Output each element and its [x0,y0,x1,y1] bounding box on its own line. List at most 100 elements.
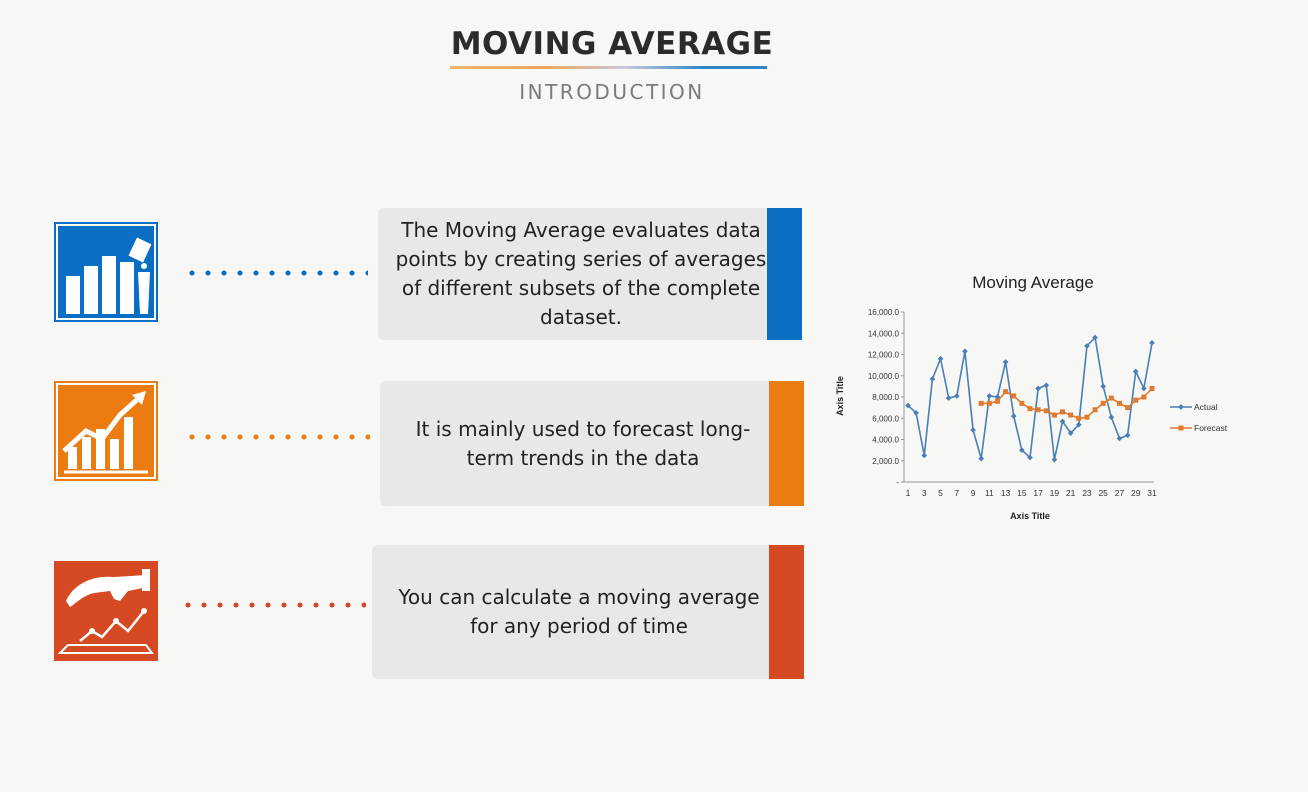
actual-point [1027,454,1033,461]
y-tick-label: 2,000.0 [872,457,899,466]
actual-point [978,455,985,462]
y-tick-label: - [896,478,899,487]
actual-point [1124,432,1131,439]
actual-point [1010,413,1017,419]
dotted-connector-1 [184,270,368,276]
x-tick-label: 7 [954,488,959,498]
hand-line-graph-icon [54,561,158,661]
actual-point [953,393,960,399]
x-tick-label: 11 [985,488,994,498]
actual-point [1116,435,1123,442]
legend-marker [1178,404,1184,410]
forecast-point [1043,408,1049,414]
info-card-1: The Moving Average evaluates data points… [378,208,802,340]
chart-title: Moving Average [972,273,1094,292]
dotted-connector-3 [180,602,366,608]
actual-point [921,452,928,459]
forecast-point [1060,409,1066,415]
actual-point [937,355,944,362]
y-tick-label: 14,000.0 [868,329,900,338]
page-title: MOVING AVERAGE [450,26,774,62]
actual-point [1100,383,1107,390]
forecast-point [1068,412,1074,418]
series-line-forecast [981,387,1153,420]
actual-point [1035,385,1041,392]
card-accent-bar [767,208,802,340]
page-subtitle: INTRODUCTION [519,80,705,104]
actual-point [1092,334,1098,341]
x-tick-label: 27 [1115,488,1125,498]
actual-point [1141,385,1147,392]
actual-point [905,402,911,409]
x-tick-label: 5 [938,488,943,498]
x-tick-label: 23 [1082,488,1092,498]
rising-bar-chart-arrow-icon [54,381,158,481]
x-tick-label: 1 [906,488,911,498]
x-tick-label: 31 [1147,488,1157,498]
y-tick-label: 10,000.0 [868,372,900,381]
x-tick-label: 3 [922,488,927,498]
actual-point [962,348,968,355]
forecast-point [1019,400,1025,406]
forecast-point [1149,386,1155,391]
y-tick-label: 12,000.0 [868,351,900,360]
actual-point [1002,359,1009,365]
y-tick-label: 8,000.0 [872,393,899,402]
x-tick-label: 15 [1017,488,1027,498]
y-axis-title: Axis Title [835,376,845,416]
actual-point [1149,339,1155,346]
actual-point [1132,368,1139,375]
info-card-text: It is mainly used to forecast long-term … [415,416,751,470]
forecast-point [1133,397,1139,403]
card-accent-bar [769,381,804,506]
actual-point [929,376,936,382]
forecast-point [994,398,1000,404]
info-card-3: You can calculate a moving average for a… [372,545,804,679]
actual-point [970,427,976,433]
forecast-point [1116,400,1122,406]
actual-point [913,410,919,416]
forecast-point [1027,406,1033,412]
y-tick-label: 6,000.0 [872,414,899,423]
card-accent-bar [769,545,804,679]
dotted-connector-2 [184,434,370,440]
actual-point [1108,414,1115,421]
forecast-point [986,400,992,406]
title-underline [450,66,767,69]
forecast-point [1035,407,1041,413]
actual-point [1059,418,1066,425]
forecast-point [1051,412,1057,418]
x-tick-label: 19 [1050,488,1060,498]
info-card-2: It is mainly used to forecast long-term … [380,381,804,506]
forecast-point [1125,405,1131,411]
x-tick-label: 29 [1131,488,1141,498]
forecast-point [1100,400,1106,406]
x-tick-label: 9 [971,488,976,498]
x-tick-label: 25 [1098,488,1108,498]
legend-label: Actual [1194,402,1218,412]
info-card-text: You can calculate a moving average for a… [398,585,760,638]
y-tick-label: 4,000.0 [872,436,899,445]
x-tick-label: 13 [1001,488,1011,498]
forecast-point [1003,389,1009,395]
forecast-point [1092,407,1098,413]
actual-point [945,395,952,401]
y-tick-label: 16,000.0 [868,308,900,317]
forecast-point [1084,414,1090,420]
actual-point [1043,382,1050,389]
info-card-text: The Moving Average evaluates data points… [395,218,767,329]
actual-point [1019,447,1025,453]
actual-point [986,393,993,399]
x-tick-label: 17 [1033,488,1043,498]
x-axis-title: Axis Title [1010,511,1050,521]
actual-point [1051,456,1058,463]
forecast-point [1108,395,1114,401]
legend-label: Forecast [1194,423,1228,433]
actual-point [1084,343,1090,349]
forecast-point [1076,415,1082,421]
bar-chart-podium-icon [54,222,158,322]
legend-marker [1178,425,1184,431]
forecast-point [1011,393,1017,399]
x-tick-label: 21 [1066,488,1076,498]
forecast-point [978,400,984,406]
